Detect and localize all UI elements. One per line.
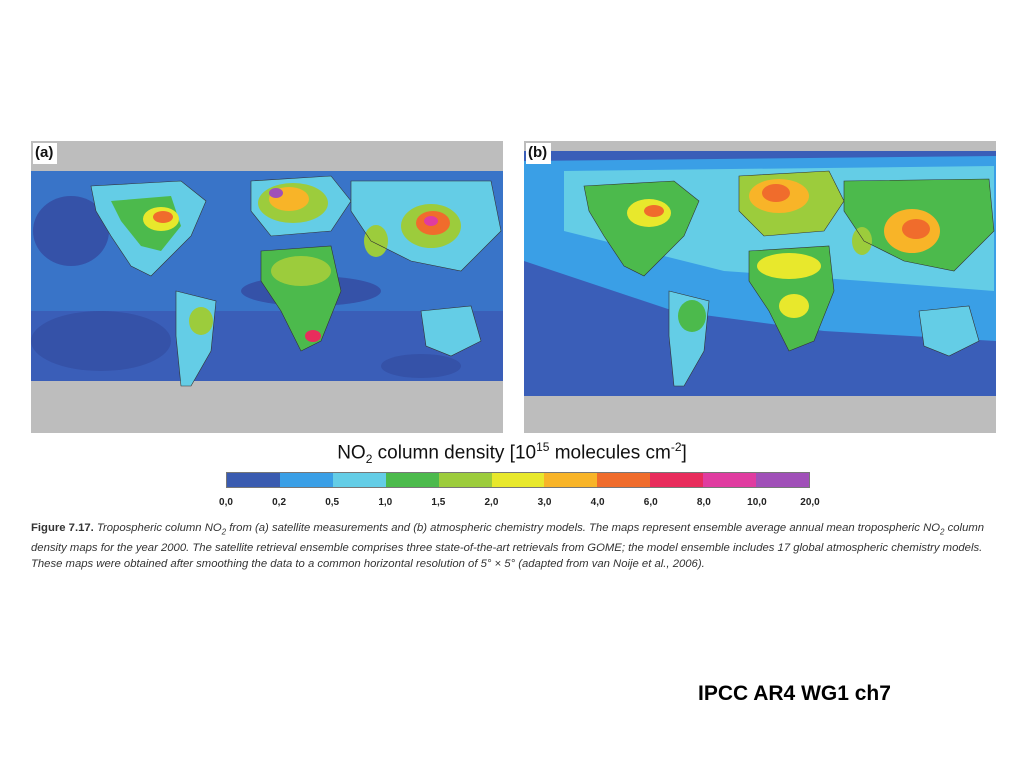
colorbar-tick-label: 0,0 [219, 497, 233, 508]
satellite-no2-map [31, 141, 503, 433]
colorbar-tick-label: 20,0 [800, 497, 820, 508]
figure-caption: Figure 7.17. Tropospheric column NO2 fro… [31, 520, 996, 572]
colorbar-swatch [332, 473, 386, 487]
map-panel-satellite: (a) [31, 141, 503, 433]
colorbar [226, 472, 810, 488]
map-panel-model: (b) [524, 141, 996, 433]
panel-label-b: (b) [526, 143, 552, 164]
caption-subscript: 2 [221, 527, 227, 537]
colorbar-swatch [438, 473, 492, 487]
colorbar-swatch [703, 473, 757, 487]
caption-text: Tropospheric column NO [93, 522, 222, 534]
colorbar-tick-label: 4,0 [590, 497, 605, 508]
colorbar-title-sup: -2 [670, 440, 682, 454]
colorbar-tick-label: 3,0 [537, 497, 552, 508]
colorbar-swatch [491, 473, 545, 487]
colorbar-swatch [597, 473, 651, 487]
colorbar-tick-label: 10,0 [747, 497, 767, 508]
colorbar-ticks: 0,0 0,2 0,5 1,0 1,5 2,0 3,0 4,0 6,0 8,0 10,0 20,0 [219, 497, 820, 511]
caption-subscript: 2 [940, 527, 945, 537]
colorbar-title-part: ] [681, 442, 687, 464]
colorbar-swatch [650, 473, 704, 487]
colorbar-title: NO2 column density [1015 molecules cm-2] [0, 440, 1024, 466]
colorbar-tick-label: 1,5 [431, 497, 446, 508]
colorbar-tick-label: 0,2 [272, 497, 287, 508]
colorbar-tick-label: 2,0 [484, 497, 499, 508]
caption-text: column density maps for the year 2000. T… [31, 522, 985, 571]
model-no2-map [524, 141, 996, 433]
panel-label-a: (a) [33, 143, 58, 164]
caption-figure-number: Figure 7.17. [31, 522, 94, 534]
colorbar-title-sub: 2 [365, 452, 373, 467]
colorbar-title-sup: 15 [536, 440, 550, 454]
colorbar-title-part: column density [10 [372, 442, 537, 464]
caption-text: from (a) satellite measurements and (b) … [226, 522, 941, 534]
colorbar-swatch [227, 473, 280, 487]
source-footer: IPCC AR4 WG1 ch7 [698, 682, 891, 705]
colorbar-swatch [279, 473, 333, 487]
colorbar-swatch [756, 473, 809, 487]
colorbar-tick-label: 0,5 [325, 497, 340, 508]
colorbar-title-part: NO [337, 442, 366, 464]
colorbar-title-part: molecules cm [549, 442, 671, 464]
colorbar-tick-label: 8,0 [696, 497, 711, 508]
colorbar-tick-label: 6,0 [643, 497, 658, 508]
colorbar-swatch [544, 473, 598, 487]
colorbar-tick-label: 1,0 [378, 497, 393, 508]
colorbar-swatch [385, 473, 439, 487]
